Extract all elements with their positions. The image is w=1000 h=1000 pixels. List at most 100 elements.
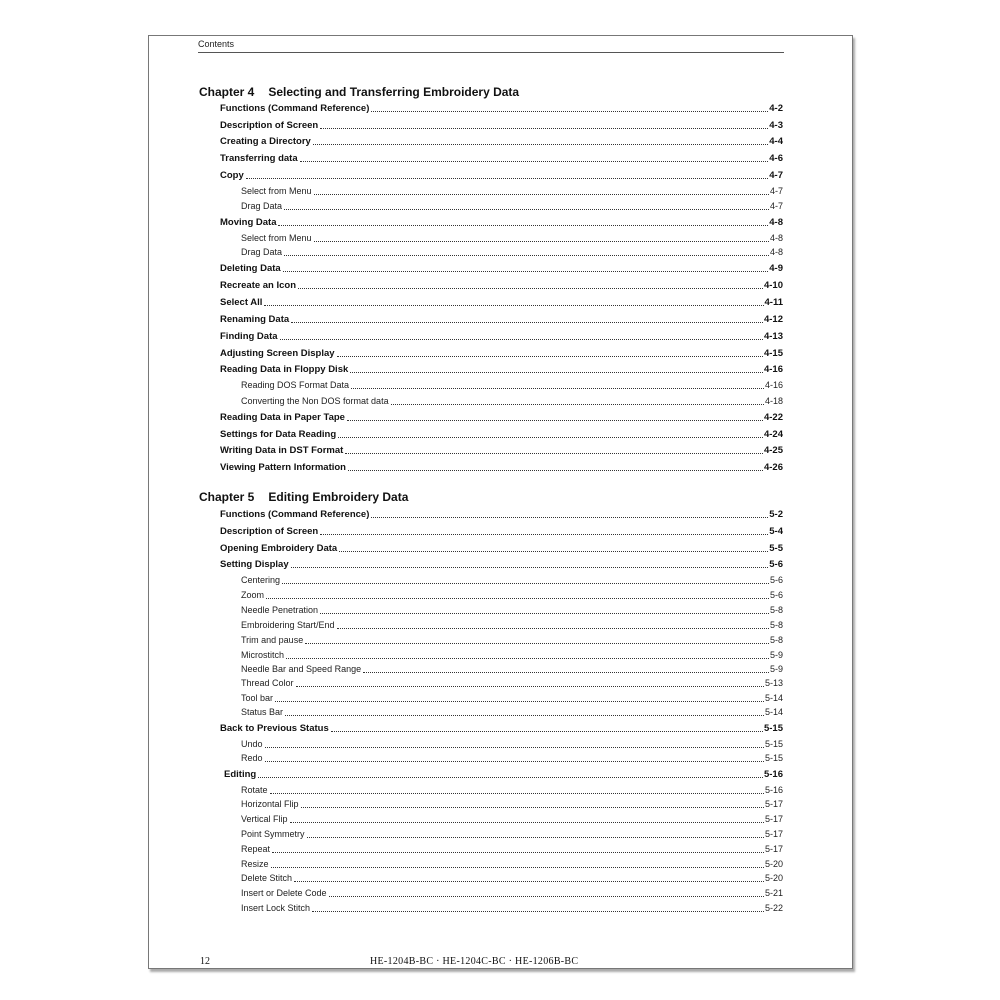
toc-entry[interactable]: Creating a Directory 4-4 (220, 136, 783, 147)
toc-entry[interactable]: Deleting Data 4-9 (220, 263, 783, 274)
toc-entry[interactable]: Recreate an Icon 4-10 (220, 280, 783, 291)
toc-entry[interactable]: Tool bar 5-14 (241, 693, 783, 704)
toc-entry[interactable]: Insert Lock Stitch 5-22 (241, 903, 783, 914)
toc-entry[interactable]: Needle Penetration 5-8 (241, 605, 783, 616)
dot-leader (279, 339, 763, 340)
entry-page: 4-8 (769, 247, 783, 257)
toc-entry[interactable]: Converting the Non DOS format data 4-18 (241, 396, 783, 407)
entry-label: Point Symmetry (241, 829, 305, 839)
toc-entry[interactable]: Adjusting Screen Display 4-15 (220, 348, 783, 359)
entry-page: 4-7 (769, 186, 783, 196)
chapter-heading[interactable]: Chapter 4 Selecting and Transferring Embr… (199, 85, 519, 99)
toc-entry[interactable]: Status Bar 5-14 (241, 707, 783, 718)
dot-leader (320, 613, 769, 614)
toc-entry[interactable]: Copy 4-7 (220, 170, 783, 181)
entry-page: 4-8 (769, 233, 783, 243)
toc-entry[interactable]: Trim and pause 5-8 (241, 635, 783, 646)
toc-entry[interactable]: Drag Data 4-8 (241, 247, 783, 258)
entry-label: Zoom (241, 590, 265, 600)
entry-label: Reading DOS Format Data (241, 380, 350, 390)
entry-label: Horizontal Flip (241, 799, 299, 809)
toc-entry[interactable]: Resize 5-20 (241, 859, 783, 870)
dot-leader (245, 178, 769, 179)
toc-entry[interactable]: Renaming Data 4-12 (220, 314, 783, 325)
entry-label: Status Bar (241, 707, 284, 717)
entry-label: Rotate (241, 785, 268, 795)
toc-entry[interactable]: Settings for Data Reading 4-24 (220, 429, 783, 440)
toc-entry[interactable]: Undo 5-15 (241, 739, 783, 750)
toc-entry[interactable]: Functions (Command Reference) 4-2 (220, 103, 783, 114)
dot-leader (339, 551, 769, 552)
entry-label: Back to Previous Status (220, 723, 329, 734)
toc-entry[interactable]: Opening Embroidery Data 5-5 (220, 543, 783, 554)
toc-entry[interactable]: Needle Bar and Speed Range 5-9 (241, 664, 783, 675)
dot-leader (371, 517, 769, 518)
dot-leader (258, 777, 763, 778)
entry-label: Vertical Flip (241, 814, 288, 824)
entry-page: 4-18 (764, 396, 783, 406)
toc-entry[interactable]: Reading Data in Floppy Disk 4-16 (220, 364, 783, 375)
toc-entry[interactable]: Editing 5-16 (224, 769, 783, 780)
toc-entry[interactable]: Horizontal Flip 5-17 (241, 799, 783, 810)
page-number: 12 (200, 956, 210, 967)
dot-leader (347, 470, 763, 471)
dot-leader (295, 686, 764, 687)
entry-label: Drag Data (241, 247, 283, 257)
toc-entry[interactable]: Embroidering Start/End 5-8 (241, 620, 783, 631)
toc-entry[interactable]: Reading Data in Paper Tape 4-22 (220, 412, 783, 423)
toc-entry[interactable]: Functions (Command Reference) 5-2 (220, 509, 783, 520)
toc-entry[interactable]: Moving Data 4-8 (220, 217, 783, 228)
entry-page: 5-17 (764, 799, 783, 809)
toc-entry[interactable]: Vertical Flip 5-17 (241, 814, 783, 825)
chapter-heading[interactable]: Chapter 5 Editing Embroidery Data (199, 490, 408, 504)
entry-label: Select from Menu (241, 233, 312, 243)
entry-page: 5-5 (769, 543, 783, 554)
entry-label: Functions (Command Reference) (220, 509, 370, 520)
entry-label: Select from Menu (241, 186, 312, 196)
toc-entry[interactable]: Viewing Pattern Information 4-26 (220, 462, 783, 473)
entry-label: Microstitch (241, 650, 285, 660)
toc-entry[interactable]: Select All 4-11 (220, 297, 783, 308)
toc-entry[interactable]: Rotate 5-16 (241, 785, 783, 796)
entry-label: Deleting Data (220, 263, 281, 274)
toc-entry[interactable]: Microstitch 5-9 (241, 650, 783, 661)
dot-leader (350, 372, 763, 373)
entry-label: Repeat (241, 844, 271, 854)
dot-leader (290, 567, 769, 568)
toc-entry[interactable]: Finding Data 4-13 (220, 331, 783, 342)
toc-entry[interactable]: Select from Menu 4-8 (241, 233, 783, 244)
toc-entry[interactable]: Writing Data in DST Format 4-25 (220, 445, 783, 456)
toc-entry[interactable]: Select from Menu 4-7 (241, 186, 783, 197)
entry-label: Insert or Delete Code (241, 888, 327, 898)
entry-page: 4-10 (763, 280, 783, 291)
toc-entry[interactable]: Point Symmetry 5-17 (241, 829, 783, 840)
toc-entry[interactable]: Description of Screen 4-3 (220, 120, 783, 131)
entry-label: Tool bar (241, 693, 274, 703)
entry-page: 4-2 (769, 103, 783, 114)
footer-models: HE-1204B-BC · HE-1204C-BC · HE-1206B-BC (370, 956, 579, 967)
toc-entry[interactable]: Centering 5-6 (241, 575, 783, 586)
entry-page: 5-6 (769, 559, 783, 570)
entry-label: Drag Data (241, 201, 283, 211)
toc-entry[interactable]: Back to Previous Status 5-15 (220, 723, 783, 734)
entry-label: Transferring data (220, 153, 298, 164)
dot-leader (264, 747, 764, 748)
dot-leader (328, 896, 764, 897)
toc-entry[interactable]: Redo 5-15 (241, 753, 783, 764)
entry-page: 4-7 (769, 201, 783, 211)
toc-entry[interactable]: Description of Screen 5-4 (220, 526, 783, 537)
entry-page: 5-14 (764, 707, 783, 717)
dot-leader (294, 881, 764, 882)
toc-entry[interactable]: Drag Data 4-7 (241, 201, 783, 212)
toc-entry[interactable]: Thread Color 5-13 (241, 678, 783, 689)
toc-entry[interactable]: Zoom 5-6 (241, 590, 783, 601)
toc-entry[interactable]: Transferring data 4-6 (220, 153, 783, 164)
toc-entry[interactable]: Delete Stitch 5-20 (241, 873, 783, 884)
entry-label: Converting the Non DOS format data (241, 396, 389, 406)
toc-entry[interactable]: Setting Display 5-6 (220, 559, 783, 570)
toc-entry[interactable]: Reading DOS Format Data 4-16 (241, 380, 783, 391)
entry-label: Needle Penetration (241, 605, 319, 615)
toc-entry[interactable]: Repeat 5-17 (241, 844, 783, 855)
entry-label: Description of Screen (220, 526, 319, 537)
toc-entry[interactable]: Insert or Delete Code 5-21 (241, 888, 783, 899)
